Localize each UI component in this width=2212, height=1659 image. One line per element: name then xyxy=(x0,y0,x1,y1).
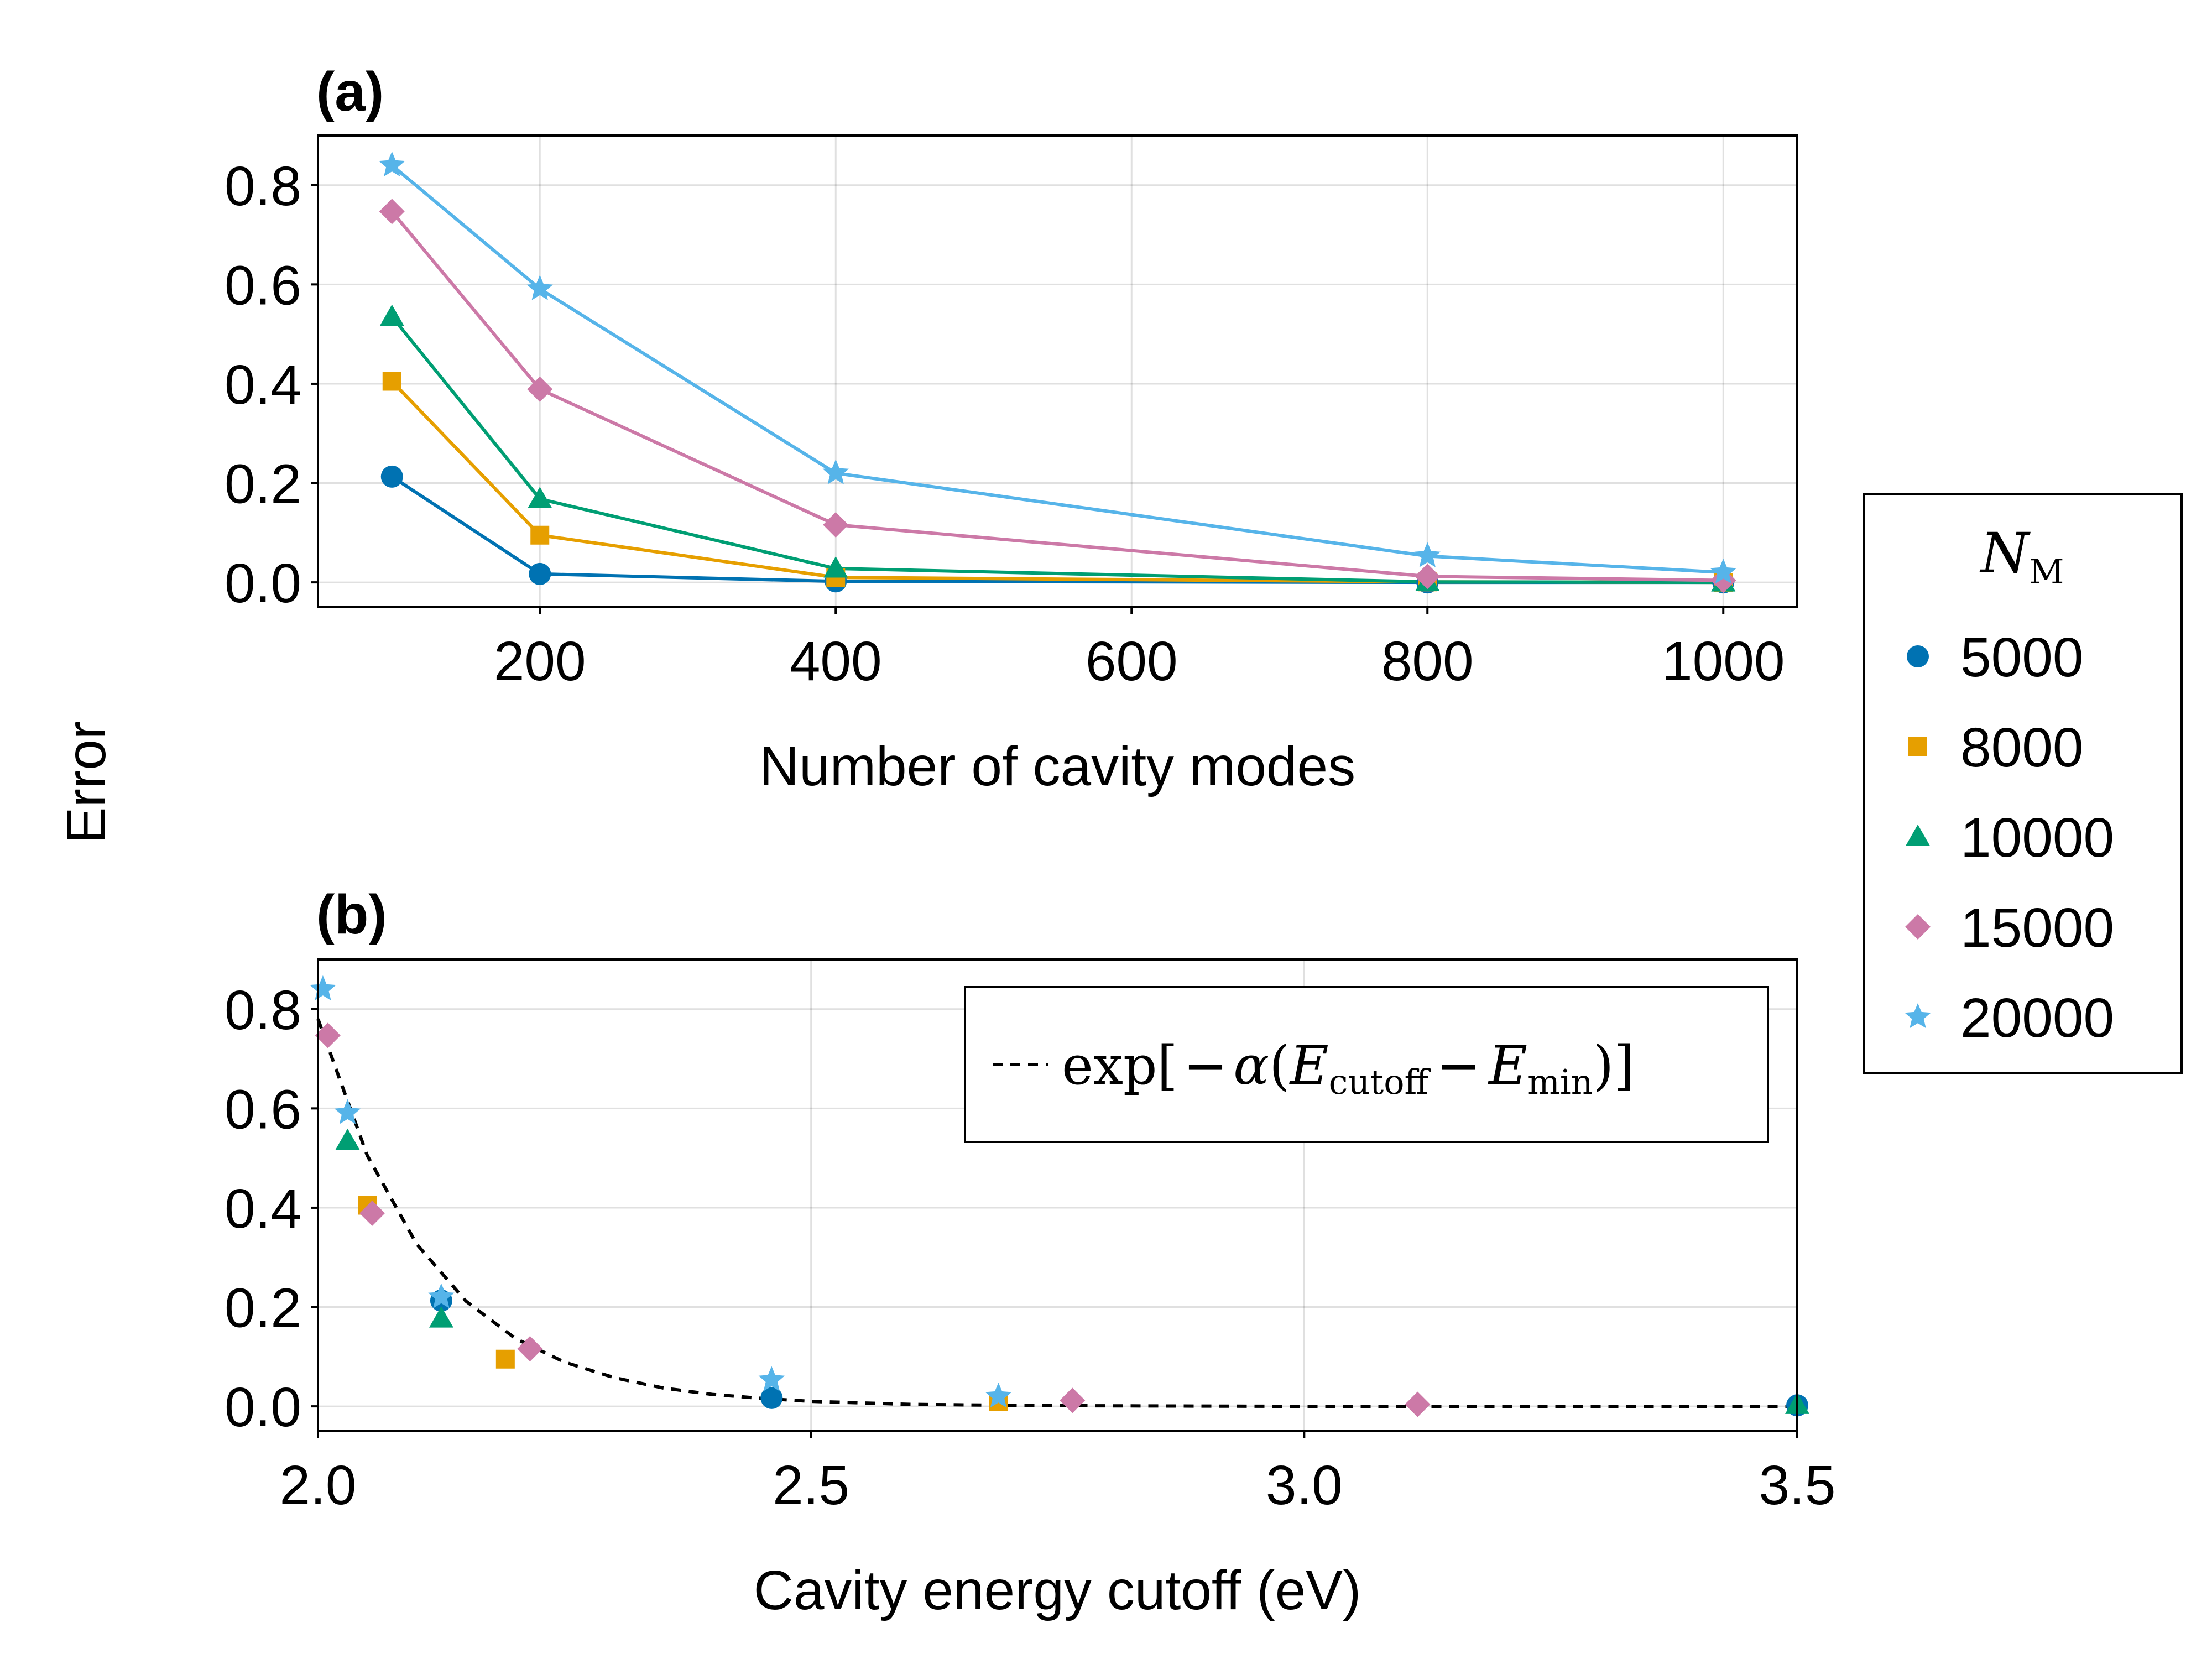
y-tick-label: 0.8 xyxy=(225,979,301,1041)
data-point-20000 xyxy=(1710,559,1736,584)
data-point-15000 xyxy=(1060,1387,1086,1413)
data-point-15000 xyxy=(1405,1391,1431,1417)
x-tick-label: 1000 xyxy=(1662,630,1785,692)
shared-y-label: Error xyxy=(55,721,117,844)
fit-curve xyxy=(316,1018,1797,1408)
data-point-15000 xyxy=(517,1335,543,1361)
y-ticks-b: 0.0 0.2 0.4 0.6 0.8 xyxy=(225,979,318,1438)
x-ticks-a: 200 400 600 800 1000 xyxy=(494,607,1785,692)
legend-label-15000: 15000 xyxy=(1960,897,2114,959)
series-markers-b xyxy=(310,975,1809,1417)
data-point-20000 xyxy=(985,1383,1012,1408)
y-ticks-a: 0.0 0.2 0.4 0.6 0.8 xyxy=(225,155,318,614)
legend-label-20000: 20000 xyxy=(1960,987,2114,1049)
data-point-8000 xyxy=(382,372,401,391)
x-tick-label: 200 xyxy=(494,630,586,692)
legend-marker-20000 xyxy=(1905,1003,1931,1029)
data-point-10000 xyxy=(379,304,404,326)
series-legend-title: NM xyxy=(1980,521,2064,592)
data-point-20000 xyxy=(334,1099,361,1124)
data-point-10000 xyxy=(823,556,848,578)
data-point-15000 xyxy=(527,376,553,402)
data-point-20000 xyxy=(310,975,336,1001)
data-point-15000 xyxy=(379,199,405,225)
x-tick-label: 600 xyxy=(1086,630,1178,692)
data-point-20000 xyxy=(758,1366,785,1391)
panel-b: 2.0 2.5 3.0 3.5 0.0 0.2 0.4 0.6 0.8 (b) Cavity … xyxy=(225,884,1836,1621)
data-point-15000 xyxy=(1415,564,1441,589)
x-tick-label: 3.5 xyxy=(1759,1454,1835,1516)
data-point-20000 xyxy=(428,1283,455,1308)
x-axis-label-b: Cavity energy cutoff (eV) xyxy=(754,1559,1361,1621)
x-ticks-b: 2.0 2.5 3.0 3.5 xyxy=(279,1431,1836,1516)
series-legend-items: 5000 8000 10000 15000 20000 xyxy=(1905,627,2114,1049)
x-axis-label-a: Number of cavity modes xyxy=(759,735,1355,797)
panel-a: 200 400 600 800 1000 0.0 0.2 0.4 0.6 0.8 (a) Num… xyxy=(225,61,1798,797)
fit-legend-formula: exp[− α(Ecutoff − Emin)] xyxy=(1062,1035,1635,1102)
y-tick-label: 0.0 xyxy=(225,1376,301,1438)
x-tick-label: 3.0 xyxy=(1266,1454,1343,1516)
data-point-15000 xyxy=(1710,567,1736,593)
data-point-10000 xyxy=(528,487,552,508)
legend-marker-8000 xyxy=(1908,737,1927,756)
y-tick-label: 0.0 xyxy=(225,552,301,614)
y-tick-label: 0.6 xyxy=(225,254,301,316)
y-tick-label: 0.6 xyxy=(225,1078,301,1140)
x-tick-label: 800 xyxy=(1381,630,1474,692)
data-point-20000 xyxy=(1414,542,1441,567)
y-tick-label: 0.8 xyxy=(225,155,301,217)
data-point-10000 xyxy=(429,1306,453,1328)
fit-legend: exp[− α(Ecutoff − Emin)] xyxy=(964,986,1769,1143)
legend-marker-15000 xyxy=(1905,914,1931,940)
data-point-8000 xyxy=(495,1349,515,1369)
panel-label-b: (b) xyxy=(316,884,387,946)
data-point-15000 xyxy=(315,1022,341,1048)
x-tick-label: 2.0 xyxy=(279,1454,356,1516)
data-point-8000 xyxy=(530,525,550,545)
plot-frame-b xyxy=(317,958,1798,1432)
data-point-15000 xyxy=(823,512,849,538)
data-point-20000 xyxy=(379,151,405,177)
data-point-5000 xyxy=(380,465,403,488)
y-tick-label: 0.2 xyxy=(225,453,301,515)
x-tick-label: 400 xyxy=(790,630,882,692)
panel-label-a: (a) xyxy=(316,61,384,123)
data-point-20000 xyxy=(526,275,553,300)
y-tick-label: 0.4 xyxy=(225,354,301,416)
plot-frame-a xyxy=(317,134,1798,608)
series-legend-frame xyxy=(1863,493,2183,1074)
data-point-5000 xyxy=(760,1386,783,1409)
data-point-5000 xyxy=(529,562,551,585)
legend-marker-5000 xyxy=(1907,645,1929,667)
legend-label-8000: 8000 xyxy=(1960,717,2083,779)
data-point-20000 xyxy=(822,459,849,484)
legend-label-10000: 10000 xyxy=(1960,807,2114,869)
y-tick-label: 0.2 xyxy=(225,1277,301,1339)
series-legend: NM 5000 8000 10000 15000 20000 xyxy=(1863,493,2183,1074)
legend-marker-10000 xyxy=(1906,825,1930,846)
legend-label-5000: 5000 xyxy=(1960,627,2083,688)
data-point-10000 xyxy=(335,1128,360,1150)
series-markers-a xyxy=(379,151,1736,594)
x-tick-label: 2.5 xyxy=(773,1454,849,1516)
fit-legend-frame xyxy=(964,986,1769,1143)
data-point-15000 xyxy=(359,1200,385,1226)
y-tick-label: 0.4 xyxy=(225,1178,301,1240)
